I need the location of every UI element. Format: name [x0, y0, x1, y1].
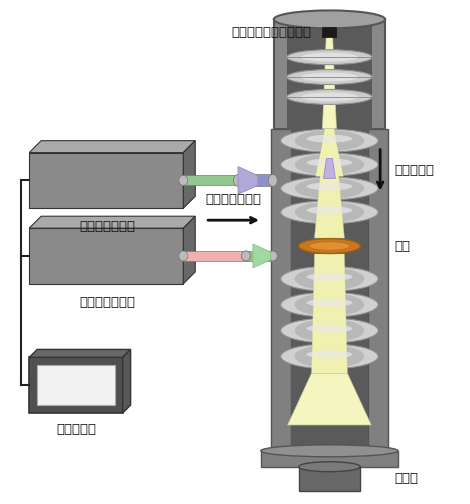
- Ellipse shape: [295, 202, 364, 223]
- Ellipse shape: [242, 251, 251, 261]
- FancyBboxPatch shape: [238, 174, 273, 186]
- Polygon shape: [322, 31, 337, 129]
- Text: 遅延発生器: 遅延発生器: [56, 423, 96, 436]
- FancyBboxPatch shape: [274, 19, 385, 129]
- Polygon shape: [183, 216, 195, 284]
- FancyBboxPatch shape: [322, 27, 337, 37]
- FancyBboxPatch shape: [290, 129, 368, 451]
- Polygon shape: [123, 349, 131, 413]
- Ellipse shape: [295, 178, 364, 199]
- Ellipse shape: [281, 292, 378, 317]
- Ellipse shape: [295, 319, 364, 342]
- Polygon shape: [253, 244, 271, 268]
- Ellipse shape: [281, 177, 378, 200]
- Ellipse shape: [281, 344, 378, 369]
- Ellipse shape: [295, 293, 364, 316]
- Polygon shape: [288, 373, 371, 425]
- Ellipse shape: [301, 73, 358, 82]
- Polygon shape: [312, 254, 347, 373]
- FancyBboxPatch shape: [271, 129, 290, 451]
- Ellipse shape: [306, 350, 352, 358]
- Ellipse shape: [295, 130, 364, 151]
- Ellipse shape: [274, 11, 385, 28]
- Ellipse shape: [306, 182, 352, 191]
- FancyBboxPatch shape: [29, 357, 123, 413]
- Ellipse shape: [306, 206, 352, 214]
- Ellipse shape: [301, 53, 358, 61]
- Ellipse shape: [234, 175, 243, 185]
- FancyBboxPatch shape: [246, 251, 273, 261]
- Polygon shape: [314, 129, 345, 238]
- Ellipse shape: [301, 92, 358, 101]
- Polygon shape: [29, 216, 195, 228]
- Ellipse shape: [179, 251, 188, 261]
- Ellipse shape: [306, 135, 352, 143]
- FancyBboxPatch shape: [37, 365, 115, 405]
- Ellipse shape: [306, 299, 352, 306]
- Ellipse shape: [295, 154, 364, 175]
- Text: レーザーパルス: レーザーパルス: [205, 193, 261, 206]
- Polygon shape: [315, 134, 344, 176]
- Ellipse shape: [268, 174, 277, 186]
- Ellipse shape: [261, 445, 398, 457]
- Text: カメラ: カメラ: [394, 472, 418, 485]
- Polygon shape: [183, 141, 195, 208]
- Ellipse shape: [242, 251, 251, 261]
- Ellipse shape: [179, 175, 188, 185]
- Ellipse shape: [309, 241, 350, 250]
- Ellipse shape: [298, 238, 360, 254]
- Polygon shape: [29, 141, 195, 153]
- Ellipse shape: [234, 174, 243, 186]
- Ellipse shape: [281, 129, 378, 152]
- FancyBboxPatch shape: [298, 467, 360, 490]
- Ellipse shape: [281, 267, 378, 291]
- Ellipse shape: [306, 325, 352, 333]
- FancyBboxPatch shape: [183, 251, 246, 261]
- Ellipse shape: [287, 90, 372, 104]
- FancyBboxPatch shape: [261, 451, 398, 467]
- Polygon shape: [323, 159, 336, 178]
- Polygon shape: [29, 349, 131, 357]
- Ellipse shape: [281, 318, 378, 343]
- Ellipse shape: [306, 159, 352, 166]
- Ellipse shape: [287, 70, 372, 85]
- Text: 電子パルス: 電子パルス: [394, 164, 434, 177]
- FancyBboxPatch shape: [183, 175, 238, 185]
- Text: ナノ秒レーザー: ナノ秒レーザー: [80, 296, 136, 309]
- FancyBboxPatch shape: [368, 129, 388, 451]
- FancyBboxPatch shape: [287, 24, 372, 129]
- Ellipse shape: [295, 345, 364, 368]
- Polygon shape: [238, 166, 258, 195]
- Ellipse shape: [295, 268, 364, 290]
- Ellipse shape: [268, 251, 277, 261]
- Ellipse shape: [287, 50, 372, 65]
- Ellipse shape: [298, 462, 360, 472]
- Text: 試料: 試料: [394, 239, 410, 253]
- Polygon shape: [29, 228, 183, 284]
- Text: フォトカソード電子銃: フォトカソード電子銃: [232, 26, 312, 39]
- Ellipse shape: [281, 153, 378, 176]
- Polygon shape: [29, 153, 183, 208]
- Ellipse shape: [306, 273, 352, 281]
- Text: ナノ秒レーザー: ナノ秒レーザー: [80, 220, 136, 233]
- Ellipse shape: [281, 201, 378, 224]
